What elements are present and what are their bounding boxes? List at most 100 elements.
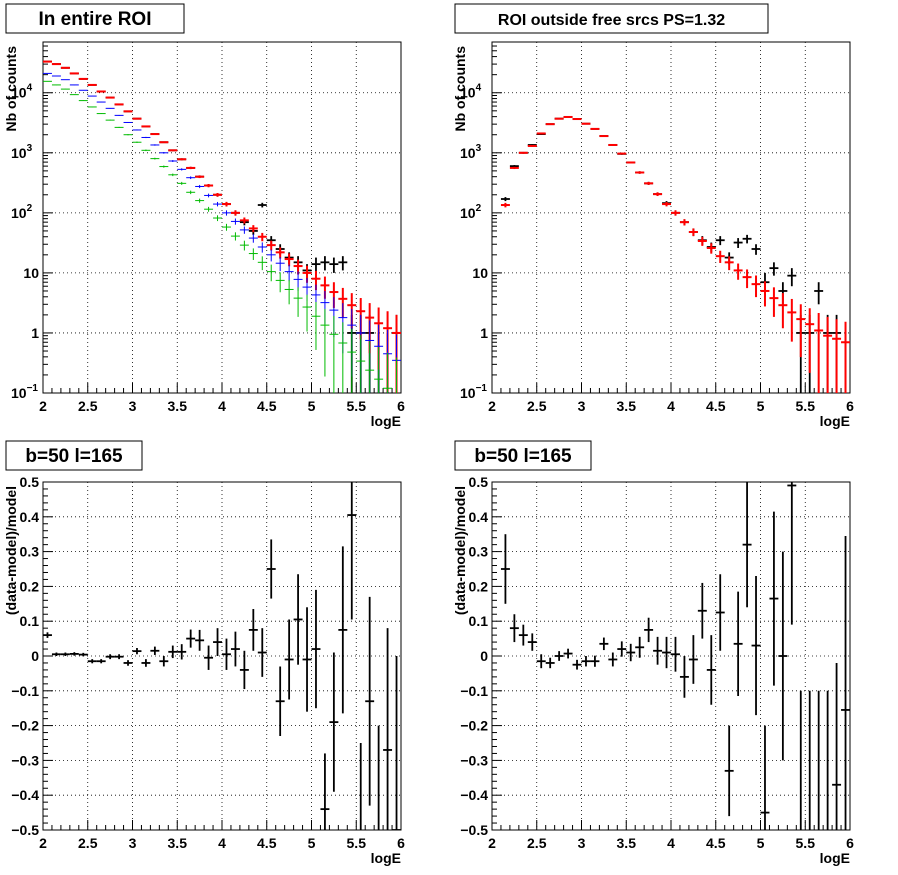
data-point [114,103,124,106]
data-point [195,175,205,179]
x-tick-label: 3 [129,835,137,851]
data-point [320,308,330,377]
y-tick-label: 10 [472,265,488,281]
y-tick-label: 0.5 [469,474,489,490]
data-point [733,263,743,280]
y-tick-label: 0.4 [469,509,489,525]
data-point [724,725,734,817]
x-tick-label: 4.5 [706,835,726,851]
data-point [186,190,196,195]
data-point [653,192,663,197]
data-point [715,236,725,246]
y-tick-label: 104 [460,83,482,101]
data-point [644,617,654,643]
data-point [230,232,240,241]
data-point [356,335,366,393]
y-tick-label: 10−1 [460,383,487,401]
y-tick-label: −0.3 [11,752,39,768]
data-point [141,125,151,128]
x-tick-label: 4 [218,398,226,414]
data-point [563,115,573,118]
data-point [105,107,115,109]
data-point [105,96,115,99]
x-tick-label: 5 [308,398,316,414]
grid [492,482,850,830]
data-point [724,256,734,271]
y-tick-label: −0.4 [11,787,39,803]
data-point [87,659,97,664]
data-point [536,132,546,135]
data-point [545,123,555,126]
data-point [195,629,205,651]
y-tick-label: −0.5 [460,822,488,838]
data-point [43,632,52,638]
data-point [239,217,249,224]
y-tick-label: −0.2 [11,718,39,734]
data-point [186,629,196,648]
y-tick-label: 0.3 [469,544,489,560]
data-point [653,636,663,665]
data-point [150,646,160,655]
data-point [177,644,187,660]
data-point [329,315,339,393]
data-point [78,100,88,102]
data-point [751,575,761,716]
data-point [222,638,231,670]
data-point [787,298,797,342]
data-point [87,106,97,108]
data-point [141,149,151,152]
data-point [275,257,285,272]
data-point [599,135,609,138]
data-point [769,511,779,686]
data-point [311,301,321,350]
data-point [239,226,249,234]
y-axis-title: (data-model)/model [452,486,468,615]
data-point [230,210,240,216]
data-point [257,202,267,208]
data-point [787,482,797,625]
data-point [742,234,752,244]
data-point [706,243,716,254]
panel-title-box [454,3,769,34]
data-point [293,287,303,317]
data-point [769,262,779,276]
x-tick-label: 4.5 [257,398,277,414]
y-tick-label: 0 [31,648,39,664]
data-point [733,591,743,697]
data-point [518,151,528,154]
y-axis: −0.5 −0.4 −0.3 −0.2 −0.1 0 0.1 0.2 0.3 0.4 0.5 [460,474,502,838]
data-point [554,651,564,661]
y-axis: 10−1 1 10 102 103 104 [11,41,53,401]
data-point [284,264,294,282]
data-point [123,110,133,113]
x-tick-label: 5 [757,835,765,851]
data-point [222,210,231,216]
data-point [751,244,761,255]
x-tick-label: 5.5 [796,398,816,414]
data-point [78,652,88,657]
data-point [284,619,294,700]
data-point [608,143,618,146]
panel-bottom-left: 2 2.5 3 3.5 4 4.5 5 5.5 6 logE −0.5 −0.4 −0.3 −0.2 −0.… [0,437,449,874]
y-tick-label: 102 [11,203,33,221]
data-point [311,589,321,709]
y-tick-label: −0.1 [460,683,488,699]
data-series [43,72,401,393]
data-point [159,165,169,168]
data-series [500,482,850,830]
x-axis: 2 2.5 3 3.5 4 4.5 5 5.5 6 [488,820,854,851]
data-point [590,655,600,667]
data-point [248,225,258,233]
x-tick-label: 2 [488,835,496,851]
y-tick-label: 102 [460,203,482,221]
x-tick-label: 3.5 [168,835,188,851]
data-point [841,535,850,830]
data-point [392,656,401,830]
data-point [248,609,258,651]
x-axis-title: logE [820,850,850,866]
data-point [500,197,510,202]
data-point [329,652,339,792]
data-point [509,165,519,168]
x-tick-label: 3.5 [617,398,637,414]
y-tick-label: 0.3 [20,544,40,560]
